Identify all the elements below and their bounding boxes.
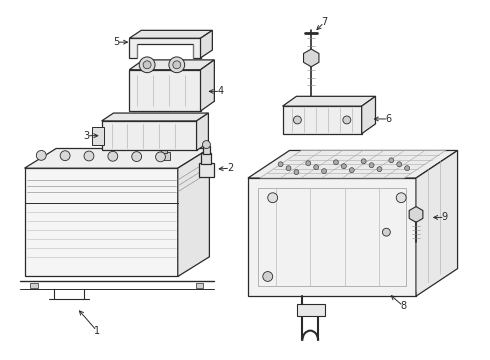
Circle shape (263, 271, 272, 282)
Bar (258, 188, 406, 286)
Circle shape (396, 193, 406, 203)
Circle shape (294, 116, 301, 124)
Text: 6: 6 (385, 114, 392, 124)
Circle shape (60, 151, 70, 161)
Polygon shape (283, 106, 362, 134)
Circle shape (139, 57, 155, 73)
Polygon shape (101, 121, 196, 150)
Bar (297, 304, 325, 316)
Text: 8: 8 (400, 301, 406, 311)
Text: 9: 9 (441, 212, 448, 222)
Circle shape (286, 166, 291, 171)
Text: 4: 4 (217, 86, 223, 96)
Bar (203, 145, 210, 154)
Circle shape (294, 170, 299, 175)
Circle shape (382, 228, 391, 236)
Circle shape (342, 164, 346, 169)
Text: 2: 2 (227, 163, 233, 173)
Circle shape (389, 158, 394, 163)
Polygon shape (24, 148, 209, 168)
Circle shape (132, 152, 142, 162)
Bar (158, 152, 170, 160)
Circle shape (173, 61, 181, 69)
Bar (196, 283, 203, 288)
Polygon shape (260, 150, 446, 178)
Bar (92, 127, 103, 145)
Circle shape (36, 150, 46, 160)
Circle shape (405, 166, 410, 171)
Polygon shape (303, 49, 319, 67)
Polygon shape (283, 96, 375, 106)
Text: 5: 5 (113, 37, 120, 47)
Circle shape (314, 165, 318, 170)
Polygon shape (409, 207, 423, 222)
Polygon shape (362, 96, 375, 134)
Circle shape (349, 168, 354, 172)
Circle shape (397, 162, 402, 167)
Polygon shape (24, 168, 178, 276)
Text: 3: 3 (84, 131, 90, 141)
Circle shape (202, 141, 210, 148)
Bar (161, 148, 167, 153)
Polygon shape (129, 30, 212, 38)
Polygon shape (178, 148, 209, 276)
Polygon shape (200, 60, 214, 111)
Polygon shape (416, 150, 458, 296)
Polygon shape (200, 30, 212, 58)
Polygon shape (196, 113, 208, 150)
Circle shape (343, 116, 351, 124)
Polygon shape (129, 70, 200, 111)
Circle shape (169, 57, 185, 73)
Polygon shape (129, 60, 214, 70)
Circle shape (143, 61, 151, 69)
Polygon shape (129, 38, 200, 58)
Text: 1: 1 (94, 326, 100, 336)
Circle shape (156, 152, 166, 162)
Circle shape (84, 151, 94, 161)
Circle shape (306, 161, 311, 166)
Circle shape (361, 159, 366, 164)
Circle shape (268, 193, 278, 203)
Circle shape (108, 151, 118, 161)
Bar (201, 153, 211, 164)
Polygon shape (248, 178, 416, 296)
Circle shape (321, 169, 326, 174)
Bar (198, 163, 214, 177)
Text: 7: 7 (321, 18, 327, 27)
Polygon shape (101, 113, 208, 121)
Circle shape (278, 162, 283, 167)
Circle shape (334, 160, 339, 165)
Circle shape (369, 163, 374, 168)
Bar (30, 283, 38, 288)
Circle shape (377, 167, 382, 172)
Polygon shape (248, 150, 458, 178)
